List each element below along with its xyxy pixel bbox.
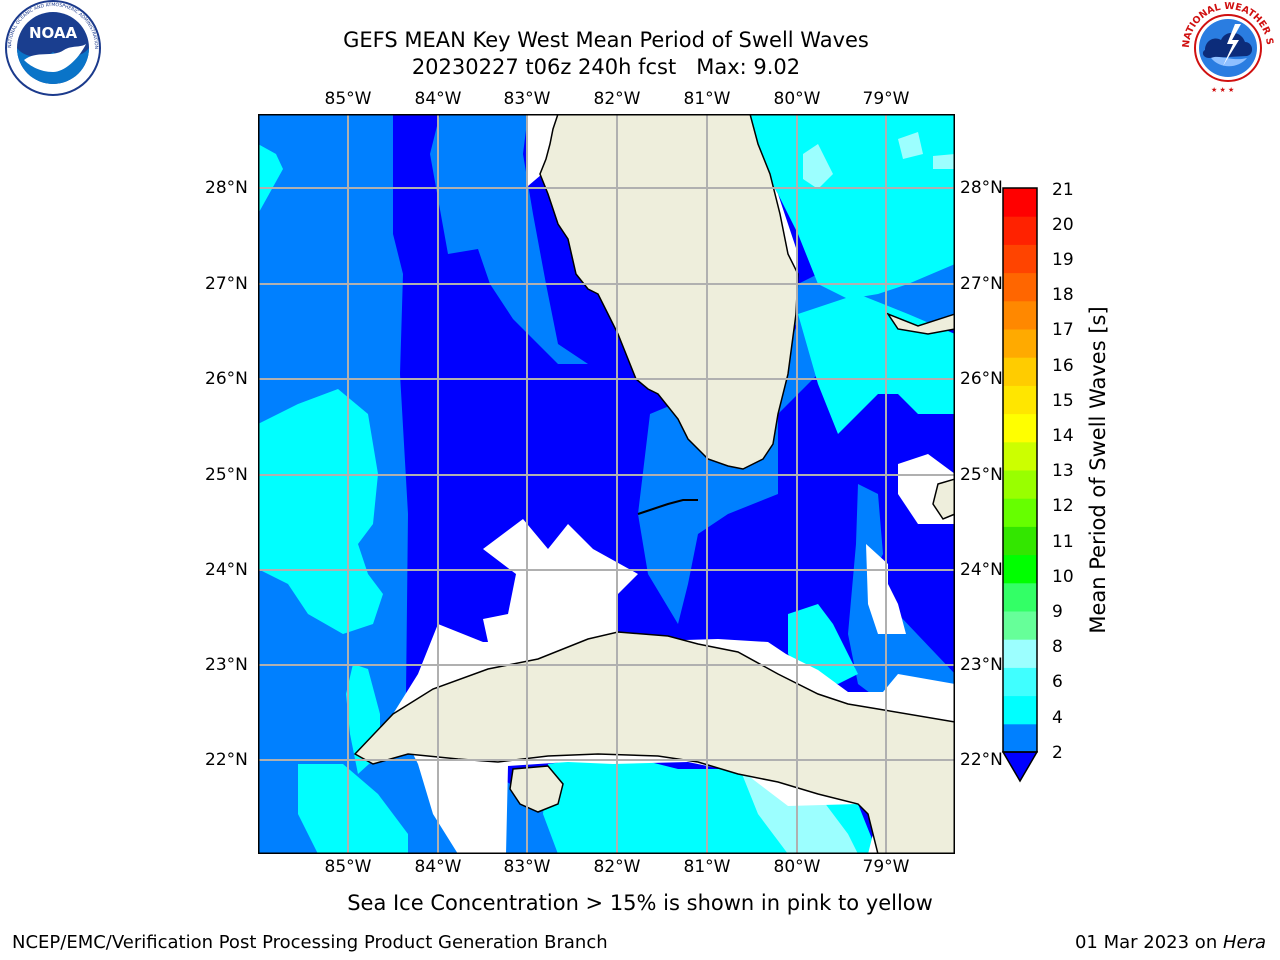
colorbar-tick: 10: [1052, 567, 1074, 587]
lat-label-right: 24°N: [960, 560, 1003, 580]
colorbar-tick: 12: [1052, 496, 1074, 516]
colorbar-segment: [1003, 582, 1037, 612]
lat-label-left: 27°N: [205, 274, 248, 294]
lat-label-right: 23°N: [960, 655, 1003, 675]
florida-keys: [637, 499, 698, 515]
colorbar-tick: 13: [1052, 461, 1074, 481]
chart-title: GEFS MEAN Key West Mean Period of Swell …: [343, 28, 869, 52]
colorbar: [1002, 187, 1038, 783]
colorbar-tick: 19: [1052, 250, 1074, 270]
lon-label-bottom: 85°W: [324, 857, 372, 877]
map-gridlines: [258, 114, 955, 854]
isla-de-la-juventud: [509, 765, 564, 813]
nws-logo-icon: NATIONAL WEATHER SERVICE ★ ★ ★: [1177, 0, 1275, 94]
chart-subtitle: 20230227 t06z 240h fcst Max: 9.02: [411, 55, 801, 79]
colorbar-tick: 18: [1052, 285, 1074, 305]
lon-label-top: 79°W: [862, 89, 910, 109]
lon-label-bottom: 83°W: [503, 857, 551, 877]
lon-label-bottom: 79°W: [862, 857, 910, 877]
lon-label-top: 82°W: [593, 89, 641, 109]
colorbar-tick: 9: [1052, 602, 1063, 622]
colorbar-segment: [1003, 216, 1037, 245]
colorbar-segment: [1003, 188, 1037, 217]
lat-label-right: 25°N: [960, 465, 1003, 485]
lat-label-left: 26°N: [205, 369, 248, 389]
colorbar-frame: [1002, 187, 1038, 753]
colorbar-segment: [1003, 357, 1037, 386]
map-frame: [258, 114, 955, 854]
grand-bahama-island: [886, 312, 955, 335]
colorbar-tick: 2: [1052, 743, 1063, 763]
lon-label-top: 85°W: [324, 89, 372, 109]
lat-label-right: 28°N: [960, 178, 1003, 198]
lon-label-bottom: 82°W: [593, 857, 641, 877]
lat-label-left: 24°N: [205, 560, 248, 580]
footer-left: NCEP/EMC/Verification Post Processing Pr…: [12, 932, 608, 953]
colorbar-tick: 14: [1052, 426, 1074, 446]
colorbar-segment: [1003, 667, 1037, 697]
svg-text:★ ★ ★: ★ ★ ★: [1211, 86, 1234, 94]
lat-label-right: 26°N: [960, 369, 1003, 389]
colorbar-tick: 21: [1052, 180, 1074, 200]
colorbar-segment: [1003, 385, 1037, 415]
cuba-landmass: [353, 631, 955, 854]
colorbar-segment: [1003, 244, 1037, 274]
lat-label-left: 25°N: [205, 465, 248, 485]
lon-label-bottom: 80°W: [773, 857, 821, 877]
lon-label-top: 83°W: [503, 89, 551, 109]
colorbar-tick: 17: [1052, 320, 1074, 340]
colorbar-tick: 4: [1052, 708, 1063, 728]
lon-label-top: 84°W: [414, 89, 462, 109]
lat-label-left: 22°N: [205, 750, 248, 770]
sea-ice-note-text: Sea Ice Concentration > 15% is shown in …: [347, 891, 933, 915]
svg-text:NOAA: NOAA: [29, 24, 78, 42]
colorbar-segment: [1003, 413, 1037, 443]
colorbar-segment: [1003, 498, 1037, 527]
lon-label-bottom: 84°W: [414, 857, 462, 877]
noaa-logo-icon: NOAA NATIONAL OCEANIC AND ATMOSPHERIC AD…: [2, 0, 101, 96]
colorbar-segment: [1003, 329, 1037, 358]
colorbar-tick: 6: [1052, 672, 1063, 692]
lat-label-left: 28°N: [205, 178, 248, 198]
lon-label-top: 81°W: [683, 89, 731, 109]
colorbar-segment: [1003, 554, 1037, 584]
map-panel: [258, 114, 955, 854]
lon-label-bottom: 81°W: [683, 857, 731, 877]
colorbar-segment: [1003, 300, 1037, 330]
colorbar-segment: [1003, 695, 1037, 725]
footer-date: 01 Mar 2023 on: [1074, 932, 1223, 953]
colorbar-tick: 11: [1052, 532, 1074, 552]
colorbar-tick: 15: [1052, 391, 1074, 411]
colorbar-label: Mean Period of Swell Waves [s]: [1086, 306, 1110, 634]
colorbar-segment: [1003, 272, 1037, 302]
colorbar-segment: [1003, 611, 1037, 640]
colorbar-segment: [1003, 639, 1037, 668]
lat-label-right: 22°N: [960, 750, 1003, 770]
footer-host: Hera: [1222, 932, 1266, 953]
colorbar-tick: 16: [1052, 356, 1074, 376]
colorbar-tick: 8: [1052, 637, 1063, 657]
colorbar-tick: 20: [1052, 215, 1074, 235]
colorbar-segment: [1003, 526, 1037, 556]
colorbar-extend-arrow: [1002, 751, 1038, 783]
colorbar-segment: [1003, 470, 1037, 499]
colorbar-segment: [1003, 723, 1037, 753]
lat-label-left: 23°N: [205, 655, 248, 675]
colorbar-segment: [1003, 441, 1037, 471]
bahamas-island: [932, 478, 955, 520]
lon-label-top: 80°W: [773, 89, 821, 109]
footer-right: 01 Mar 2023 on Hera: [1075, 932, 1266, 954]
sea-ice-note: Sea Ice Concentration > 15% is shown in …: [0, 892, 1280, 914]
lat-label-right: 27°N: [960, 274, 1003, 294]
